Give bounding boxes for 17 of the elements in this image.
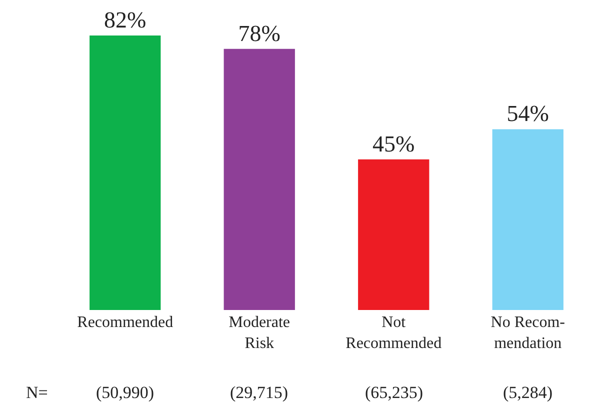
text: (5,284)	[503, 383, 553, 402]
text: (65,235)	[365, 383, 424, 402]
x-tick-label: Moderate Risk	[228, 314, 290, 352]
data-label: 82%	[104, 7, 146, 32]
bar	[358, 159, 430, 310]
text: (29,715)	[230, 383, 288, 402]
data-label: 45%	[372, 131, 415, 156]
x-tick-label: Recommended	[77, 314, 174, 331]
text: (50,990)	[96, 383, 154, 402]
data-label: 78%	[238, 20, 280, 46]
x-tick-label: Not Recommended	[346, 314, 442, 352]
text: N=	[26, 383, 48, 402]
x-tick-label: No Recom- mendation	[490, 314, 565, 352]
bar	[224, 48, 295, 310]
bar	[90, 35, 161, 310]
data-label: 54%	[506, 101, 549, 126]
bar	[492, 129, 564, 310]
